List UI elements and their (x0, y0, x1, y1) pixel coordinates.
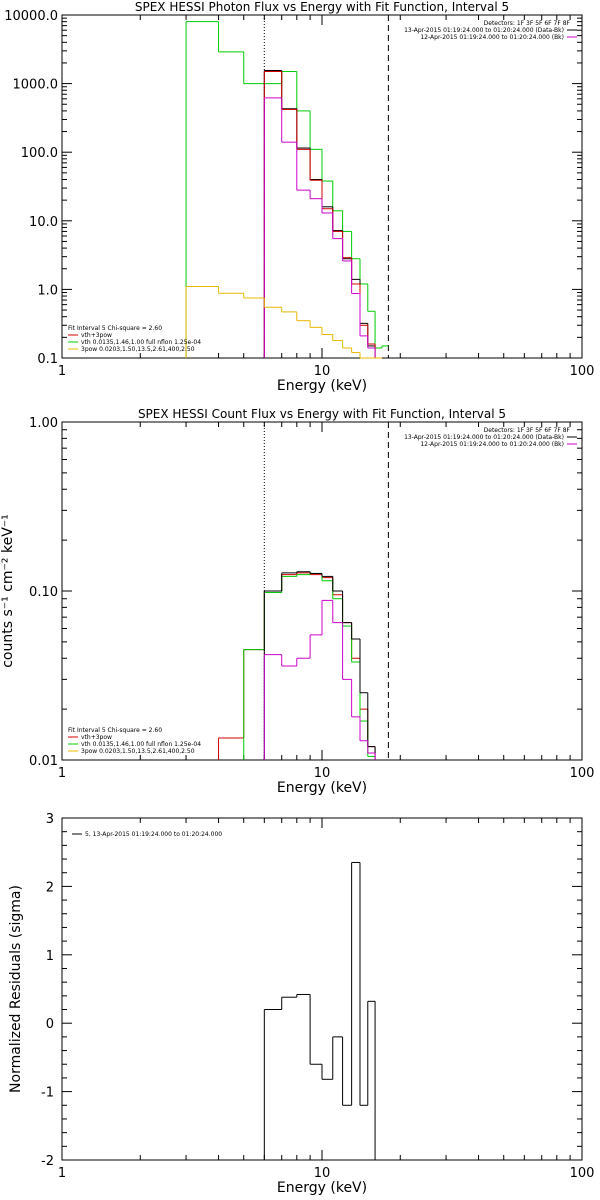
chart-panel-1: SPEX HESSI Photon Flux vs Energy with Fi… (4, 0, 594, 394)
legend-entry: 3pow 0.0203,1.50,13.5,2.61,400,2.50 (81, 346, 195, 353)
series-3 (263, 71, 376, 358)
y-tick-label: 0.10 (29, 585, 58, 600)
y-tick-label: -2 (41, 1154, 54, 1169)
legend-entry: 12-Apr-2015 01:19:24.000 to 01:20:24.000… (420, 34, 564, 41)
x-tick-label: 10 (314, 766, 331, 781)
series-2 (243, 572, 376, 760)
x-tick-label: 100 (570, 1166, 595, 1181)
y-tick-label: 10000.0 (4, 9, 58, 24)
legend-entry: 13-Apr-2015 01:19:24.000 to 01:20:24.000… (404, 27, 564, 34)
x-axis-label: Energy (keV) (277, 1180, 367, 1196)
chart-panel-2: SPEX HESSI Count Flux vs Energy with Fit… (0, 407, 594, 796)
y-tick-label: -1 (41, 1086, 54, 1101)
series-4 (263, 599, 376, 760)
x-tick-label: 10 (314, 1166, 331, 1181)
series-1 (185, 21, 389, 358)
x-tick-label: 1 (58, 1166, 66, 1181)
y-axis-label: Normalized Residuals (sigma) (8, 885, 24, 1093)
chart-title: SPEX HESSI Count Flux vs Energy with Fit… (138, 407, 506, 421)
x-tick-label: 100 (570, 364, 595, 379)
x-tick-label: 10 (314, 364, 331, 379)
y-tick-label: 10.0 (29, 215, 58, 230)
y-tick-label: 2 (46, 880, 54, 895)
legend-entry: 5, 13-Apr-2015 01:19:24.000 to 01:20:24.… (85, 831, 222, 838)
legend-detectors: Detectors: 1F 3F 5F 6F 7F 8F (484, 427, 571, 434)
series-1 (263, 861, 376, 1160)
legend-entry: 13-Apr-2015 01:19:24.000 to 01:20:24.000… (404, 434, 564, 441)
y-tick-label: 100.0 (21, 146, 58, 161)
legend-entry: vth+3pow (81, 734, 112, 741)
plot-frame (61, 421, 583, 761)
y-tick-label: 0 (46, 1017, 54, 1032)
x-tick-label: 1 (58, 766, 66, 781)
legend-fit-header: Fit Interval 5 Chi-square = 2.60 (68, 325, 162, 332)
y-tick-label: 1 (46, 949, 54, 964)
y-axis-label: counts s⁻¹ cm⁻² keV⁻¹ (0, 514, 16, 668)
y-tick-label: 1.0 (37, 283, 58, 298)
y-tick-label: 3 (46, 812, 54, 827)
y-tick-label: 0.1 (37, 352, 58, 367)
series-5 (185, 286, 382, 359)
x-axis-label: Energy (keV) (277, 378, 367, 394)
legend-entry: vth+3pow (81, 332, 112, 339)
series-4 (263, 97, 376, 358)
legend-entry: 3pow 0.0203,1.50,13.5,2.61,400,2.50 (81, 748, 195, 755)
series-3 (263, 571, 376, 760)
legend-entry: vth 0.0135,1.46,1.00 full nflon 1.25e-04 (81, 741, 201, 748)
x-tick-label: 1 (58, 364, 66, 379)
y-tick-label: 1.00 (29, 416, 58, 431)
series-2 (263, 70, 376, 358)
legend-entry: 12-Apr-2015 01:19:24.000 to 01:20:24.000… (420, 441, 564, 448)
plot-frame (61, 817, 583, 1161)
legend-fit-header: Fit Interval 5 Chi-square = 2.60 (68, 727, 162, 734)
x-axis-label: Energy (keV) (277, 780, 367, 796)
y-tick-label: 1000.0 (13, 78, 59, 93)
x-tick-label: 100 (570, 766, 595, 781)
chart-title: SPEX HESSI Photon Flux vs Energy with Fi… (135, 0, 509, 14)
legend-detectors: Detectors: 1F 3F 5F 6F 7F 8F (484, 20, 571, 27)
y-tick-label: 0.01 (29, 754, 58, 769)
legend-entry: vth 0.0135,1.46,1.00 full nflon 1.25e-04 (81, 339, 201, 346)
